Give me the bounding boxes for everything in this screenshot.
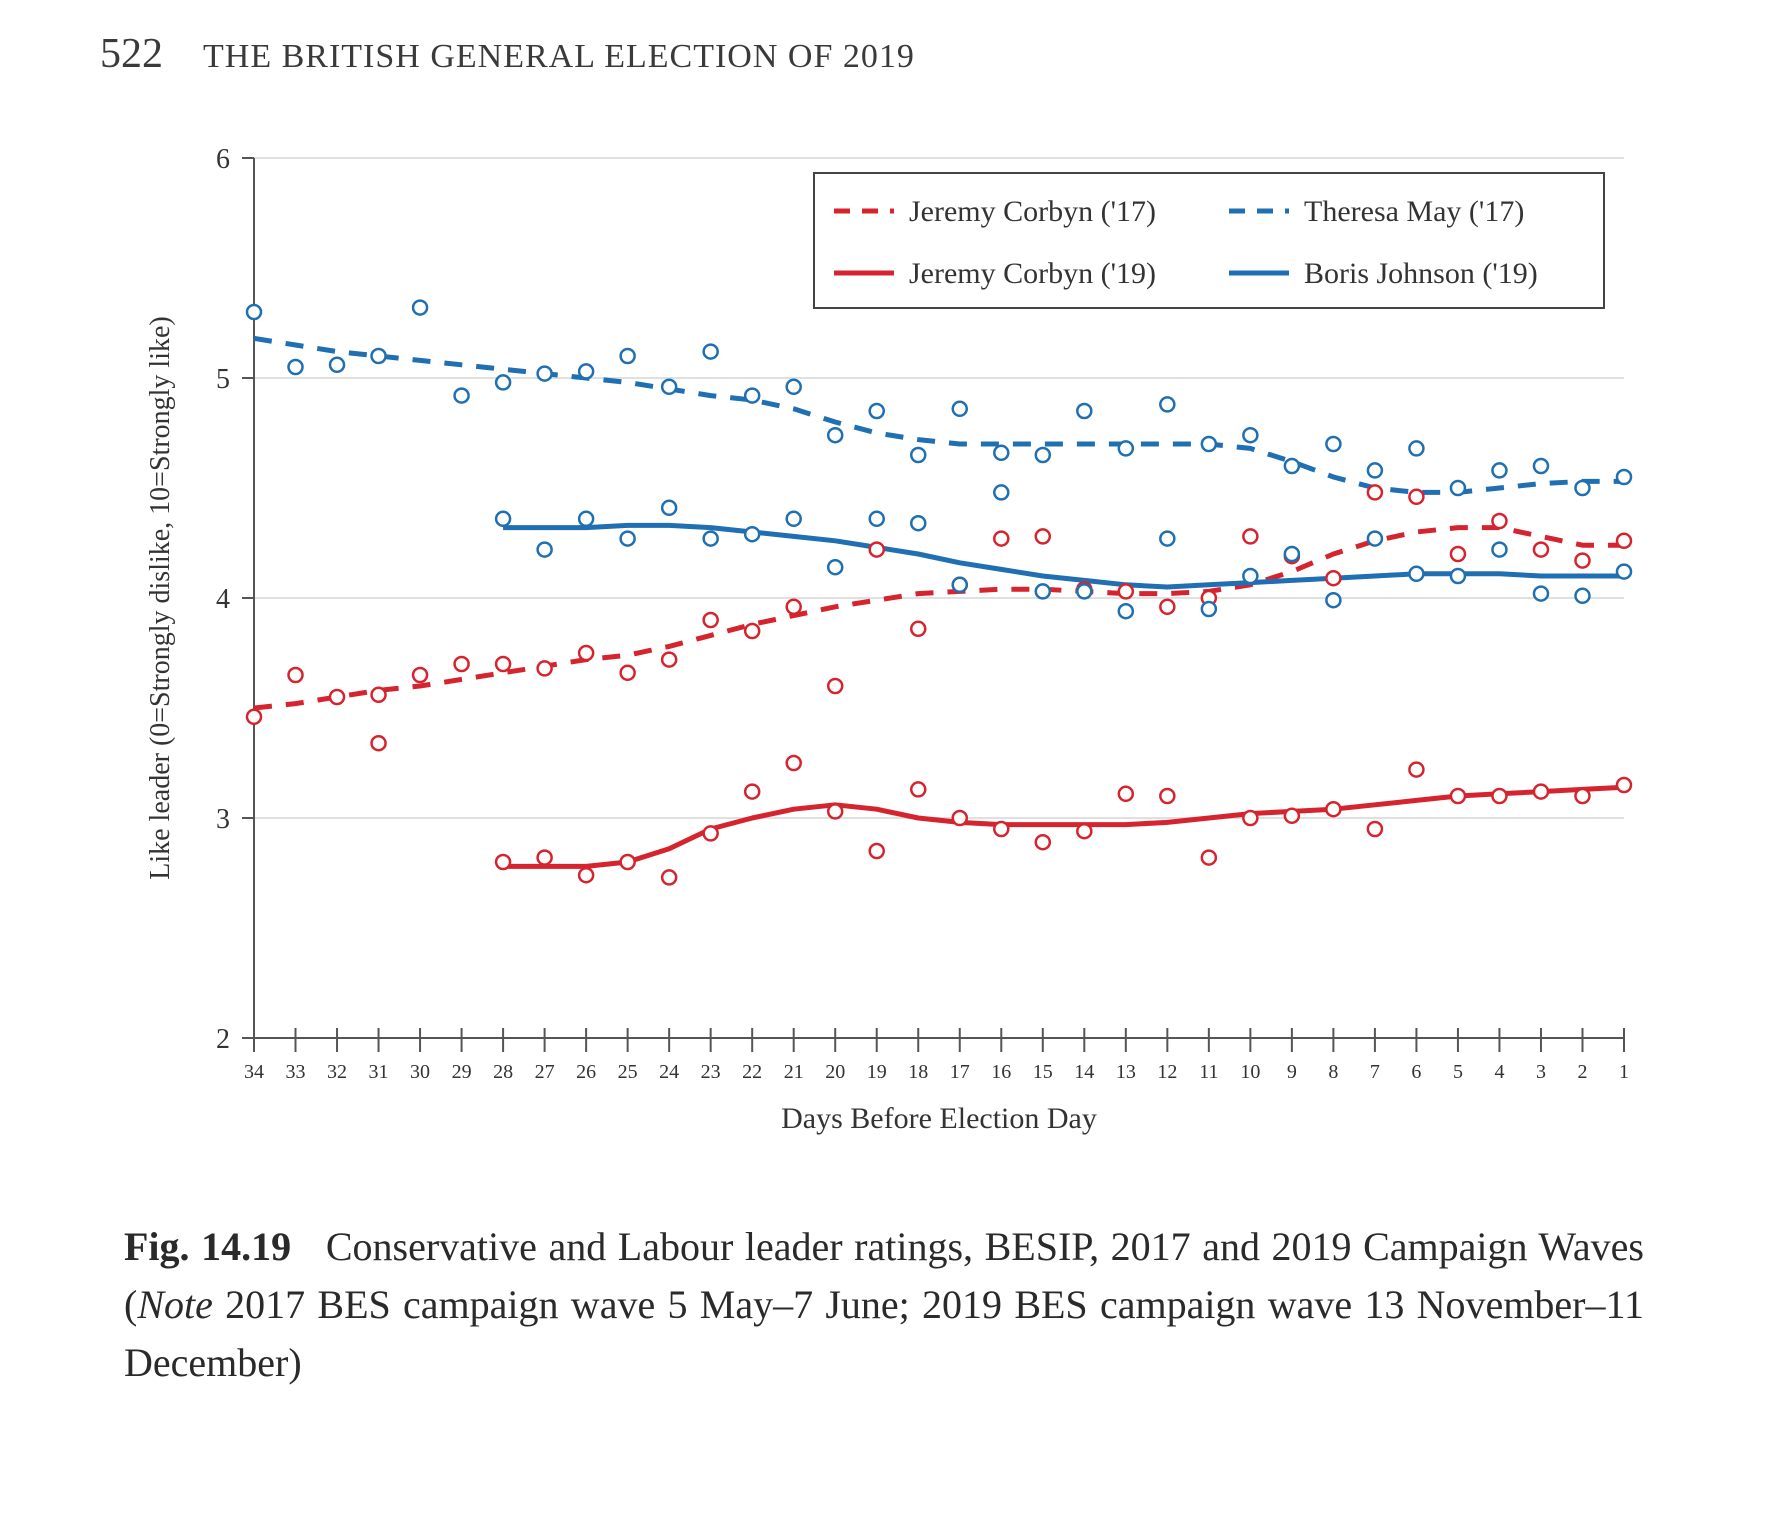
svg-text:1: 1 [1619, 1061, 1629, 1083]
svg-text:Jeremy Corbyn ('17): Jeremy Corbyn ('17) [909, 195, 1156, 228]
svg-text:24: 24 [659, 1061, 679, 1083]
svg-text:26: 26 [576, 1061, 596, 1083]
svg-text:6: 6 [216, 144, 230, 175]
svg-text:Theresa May ('17): Theresa May ('17) [1304, 195, 1524, 228]
svg-text:28: 28 [493, 1061, 513, 1083]
page: 522 THE BRITISH GENERAL ELECTION OF 2019… [0, 0, 1768, 1538]
svg-text:5: 5 [1453, 1061, 1463, 1083]
leader-ratings-chart: 2345634333231302928272625242322212019181… [124, 138, 1644, 1188]
svg-text:2: 2 [216, 1024, 230, 1055]
svg-text:32: 32 [327, 1061, 347, 1083]
svg-text:3: 3 [216, 804, 230, 835]
svg-text:29: 29 [452, 1061, 472, 1083]
book-title: THE BRITISH GENERAL ELECTION OF 2019 [203, 38, 915, 76]
figure-label: Fig. 14.19 [124, 1224, 291, 1269]
svg-text:23: 23 [701, 1061, 721, 1083]
svg-text:Boris Johnson ('19): Boris Johnson ('19) [1304, 257, 1538, 290]
svg-text:22: 22 [742, 1061, 762, 1083]
svg-text:15: 15 [1033, 1061, 1053, 1083]
svg-text:30: 30 [410, 1061, 430, 1083]
svg-text:2: 2 [1577, 1061, 1587, 1083]
svg-text:17: 17 [950, 1061, 970, 1083]
svg-text:12: 12 [1157, 1061, 1177, 1083]
svg-text:33: 33 [286, 1061, 306, 1083]
svg-text:18: 18 [908, 1061, 928, 1083]
svg-text:34: 34 [244, 1061, 264, 1083]
svg-text:25: 25 [618, 1061, 638, 1083]
svg-text:4: 4 [216, 584, 230, 615]
page-header: 522 THE BRITISH GENERAL ELECTION OF 2019 [100, 30, 1668, 78]
svg-text:16: 16 [991, 1061, 1011, 1083]
svg-text:14: 14 [1074, 1061, 1094, 1083]
svg-text:Like leader (0=Strongly dislik: Like leader (0=Strongly dislike, 10=Stro… [145, 316, 176, 880]
page-number: 522 [100, 30, 163, 78]
svg-text:13: 13 [1116, 1061, 1136, 1083]
chart-container: 2345634333231302928272625242322212019181… [124, 138, 1644, 1188]
svg-text:6: 6 [1411, 1061, 1421, 1083]
svg-text:31: 31 [369, 1061, 389, 1083]
svg-text:Jeremy Corbyn ('19): Jeremy Corbyn ('19) [909, 257, 1156, 290]
caption-note-label: Note [137, 1282, 213, 1327]
svg-text:7: 7 [1370, 1061, 1380, 1083]
svg-text:5: 5 [216, 364, 230, 395]
svg-text:8: 8 [1328, 1061, 1338, 1083]
svg-text:4: 4 [1494, 1061, 1504, 1083]
svg-text:Days Before Election Day: Days Before Election Day [781, 1102, 1097, 1135]
svg-text:3: 3 [1536, 1061, 1546, 1083]
svg-text:11: 11 [1199, 1061, 1218, 1083]
svg-text:9: 9 [1287, 1061, 1297, 1083]
svg-text:20: 20 [825, 1061, 845, 1083]
caption-note: 2017 BES campaign wave 5 May–7 June; 201… [124, 1282, 1644, 1385]
figure-caption: Fig. 14.19 Conservative and Labour leade… [124, 1218, 1644, 1392]
svg-text:21: 21 [784, 1061, 804, 1083]
svg-text:19: 19 [867, 1061, 887, 1083]
svg-text:27: 27 [535, 1061, 555, 1083]
svg-text:10: 10 [1240, 1061, 1260, 1083]
